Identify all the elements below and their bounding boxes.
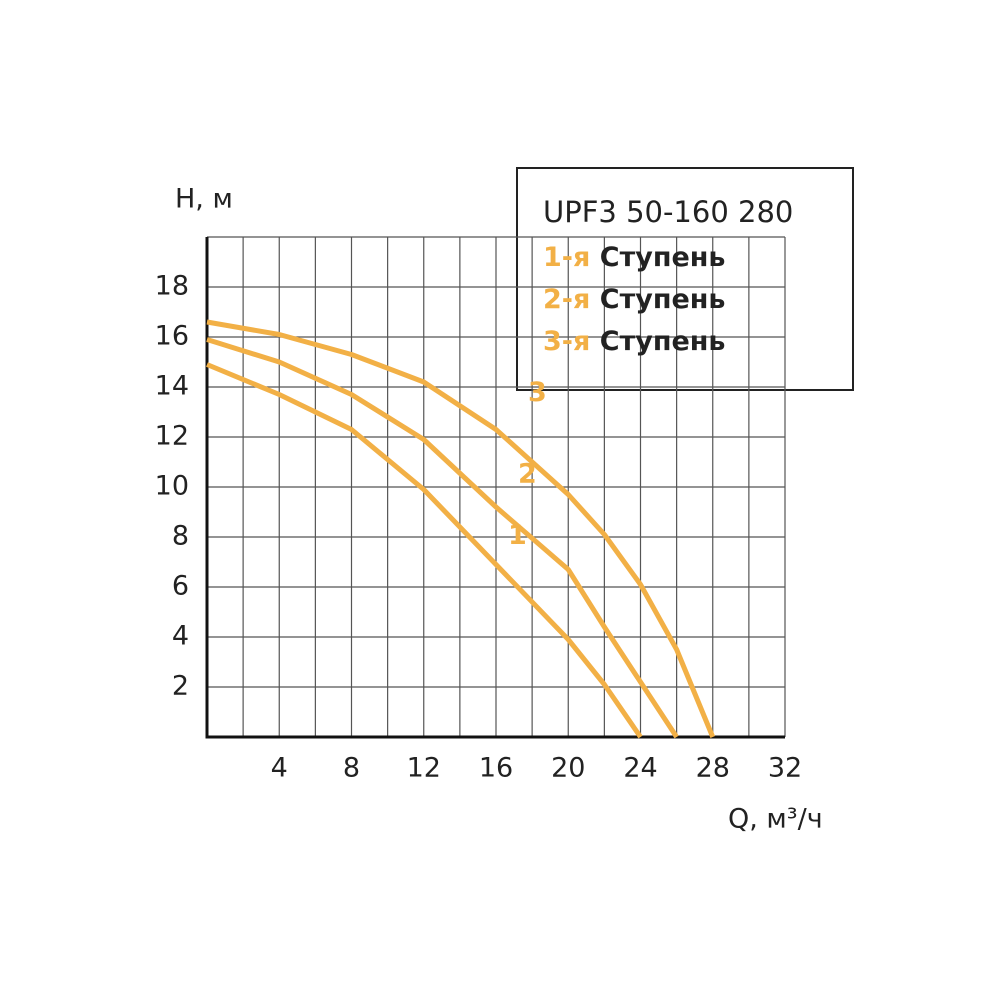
legend-stage: 2-я [543, 284, 590, 315]
y-axis-label: H, м [175, 184, 233, 215]
x-tick-label: 32 [768, 753, 802, 784]
y-tick-label: 18 [155, 271, 189, 302]
legend-box [516, 167, 854, 391]
x-tick-label: 20 [551, 753, 585, 784]
legend-stage: 3-я [543, 326, 590, 357]
legend-entry: 3-я Ступень [543, 326, 726, 357]
y-tick-label: 16 [155, 321, 189, 352]
legend-word: Ступень [600, 242, 726, 273]
y-tick-label: 14 [155, 371, 189, 402]
legend-entry: 2-я Ступень [543, 284, 726, 315]
x-tick-label: 4 [271, 753, 288, 784]
y-tick-label: 8 [172, 521, 189, 552]
legend-entry: 1-я Ступень [543, 242, 726, 273]
x-tick-label: 28 [696, 753, 730, 784]
curve [206, 337, 679, 739]
legend-stage: 1-я [543, 242, 590, 273]
x-axis-label: Q, м³/ч [728, 804, 823, 835]
y-tick-label: 6 [172, 571, 189, 602]
legend-title: UPF3 50-160 280 [543, 195, 793, 229]
x-tick-label: 8 [343, 753, 360, 784]
curve-label: 2 [518, 459, 537, 490]
x-tick-label: 16 [479, 753, 513, 784]
x-tick-label: 12 [407, 753, 441, 784]
curve [206, 362, 643, 739]
legend-word: Ступень [600, 284, 726, 315]
legend-word: Ступень [600, 326, 726, 357]
curve [206, 319, 716, 738]
y-tick-label: 4 [172, 621, 189, 652]
x-tick-label: 24 [623, 753, 657, 784]
y-tick-label: 2 [172, 671, 189, 702]
y-tick-label: 12 [155, 421, 189, 452]
curve-label: 3 [528, 377, 547, 408]
y-tick-label: 10 [155, 471, 189, 502]
